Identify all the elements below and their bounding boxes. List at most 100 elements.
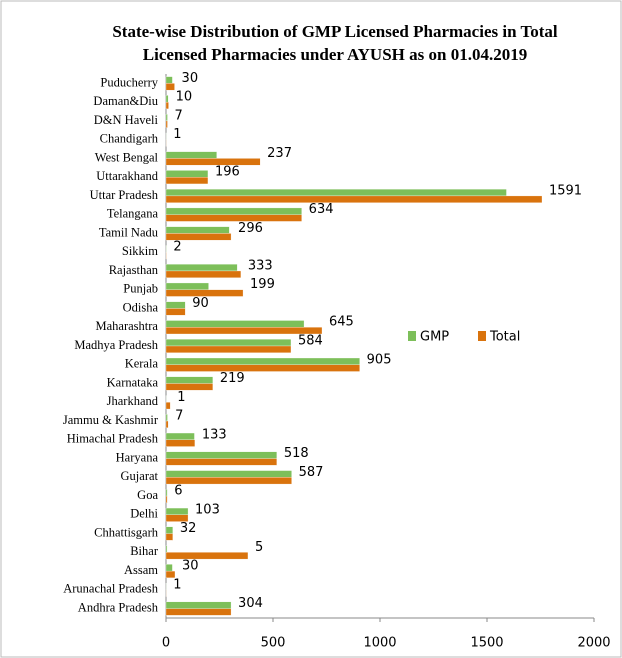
bar [165,95,169,103]
bar [165,264,238,272]
y-tick-label: Sikkim [122,244,158,258]
data-label: 1 [177,390,185,405]
bar [165,376,214,384]
bar [165,170,209,178]
bar [165,495,168,503]
x-tick-label: 1000 [363,636,396,651]
bar [165,570,176,579]
y-tick-label: Gujarat [121,469,159,483]
bar [165,420,169,428]
y-tick-label: Jharkhand [107,394,159,408]
bar [165,327,323,335]
legend-swatch [408,331,416,341]
data-label: 237 [267,146,292,161]
bar [165,514,189,522]
bar [165,177,209,185]
bar [165,601,232,609]
data-label: 1 [173,127,181,142]
y-tick-label: Maharashtra [96,319,159,333]
bar [165,320,305,328]
y-tick-label: Telangana [107,207,159,221]
data-label: 6 [174,484,182,499]
data-label: 199 [250,277,275,292]
x-tick-label: 0 [162,636,170,651]
y-tick-label: Jammu & Kashmir [63,413,159,427]
bar [165,526,173,534]
y-tick-label: Daman&Diu [93,94,158,108]
data-label: 5 [255,540,263,555]
y-tick-label: Arunachal Pradesh [63,582,159,596]
data-label: 634 [309,202,334,217]
y-tick-label: Odisha [123,300,159,314]
data-label: 905 [367,352,392,367]
bar [165,507,189,515]
bar [165,451,278,459]
bar [165,458,278,466]
bar [165,357,360,365]
bar [165,289,244,297]
y-tick-label: Punjab [123,282,158,296]
y-tick-label: Madhya Pradesh [74,338,158,352]
bar [165,345,292,353]
data-label: 587 [299,465,324,480]
y-tick-label: West Bengal [95,150,159,164]
data-label: 30 [182,559,199,574]
y-tick-label: D&N Haveli [94,113,159,127]
bar [165,195,543,203]
data-label: 1591 [549,183,582,198]
bar [165,439,196,447]
y-tick-label: Goa [137,488,158,502]
bar [165,608,232,616]
bar [165,151,217,159]
y-tick-label: Kerala [125,357,159,371]
bar [165,83,175,91]
data-label: 7 [174,108,182,123]
bar [165,76,173,84]
y-tick-label: Karnataka [107,375,159,389]
bar [165,301,186,309]
bar [165,189,507,197]
y-tick-label: Himachal Pradesh [67,432,159,446]
legend-swatch [478,331,486,341]
bar [165,477,292,485]
chart-title: Licensed Pharmacies under AYUSH as on 01… [143,45,527,64]
bar [165,207,302,215]
x-tick-label: 500 [261,636,286,651]
y-tick-label: Uttar Pradesh [90,188,159,202]
bar [165,489,168,497]
data-label: 219 [220,371,245,386]
data-label: 196 [215,165,240,180]
legend-label: GMP [420,330,449,345]
y-tick-label: Tamil Nadu [99,225,159,239]
bar [165,552,249,560]
bar [165,432,195,440]
bar [165,282,209,290]
bar [165,270,242,278]
bar [165,233,232,241]
bar [165,414,168,422]
bar [165,402,171,410]
y-tick-label: Delhi [130,507,158,521]
bar [165,533,173,541]
data-label: 10 [176,90,193,105]
data-label: 304 [238,596,263,611]
bar [165,564,173,572]
y-tick-label: Uttarakhand [96,169,159,183]
bar [165,158,261,166]
data-label: 584 [298,334,323,349]
data-label: 103 [195,502,220,517]
data-label: 32 [180,521,197,536]
y-tick-label: Rajasthan [109,263,159,277]
data-label: 7 [175,409,183,424]
data-label: 2 [173,240,181,255]
data-label: 518 [284,446,309,461]
x-tick-label: 1500 [470,636,503,651]
x-tick-label: 2000 [577,636,610,651]
bar [165,470,292,478]
bar [165,214,302,222]
data-label: 296 [238,221,263,236]
bar [165,120,168,128]
chart-title: State-wise Distribution of GMP Licensed … [112,22,558,41]
legend-label: Total [489,330,520,345]
bar [165,308,186,316]
